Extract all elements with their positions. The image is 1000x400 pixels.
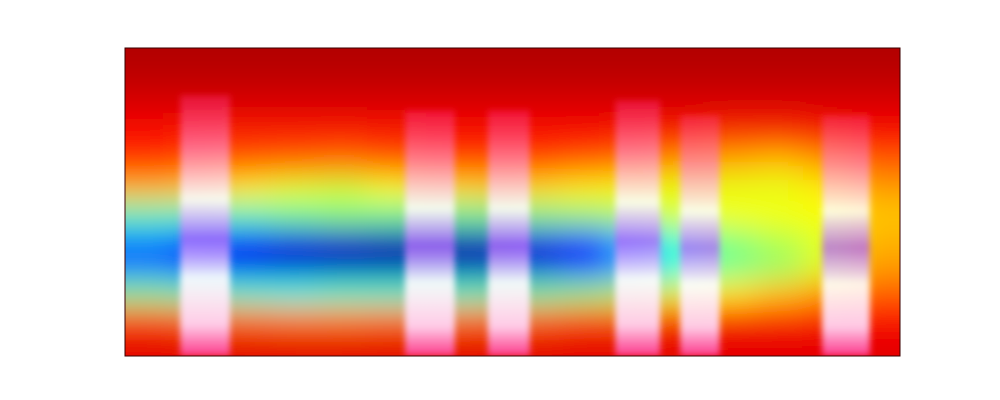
burst [405, 110, 455, 356]
heat-cell [125, 99, 174, 125]
heat-cell [367, 74, 416, 100]
heat-cell [319, 202, 368, 228]
heat-cell [852, 74, 900, 100]
heat-cell [270, 176, 319, 202]
plot-area [125, 48, 900, 356]
heat-cell [125, 330, 174, 356]
heat-cell [270, 151, 319, 177]
heat-cell [561, 253, 610, 279]
heat-cell [561, 151, 610, 177]
heat-cell [561, 99, 610, 125]
heat-cell [852, 48, 900, 74]
heat-cell [658, 48, 707, 74]
heat-cell [270, 253, 319, 279]
heat-cell [561, 202, 610, 228]
heat-cell [319, 151, 368, 177]
heat-cell [270, 202, 319, 228]
heat-cell [609, 48, 658, 74]
heat-cell [464, 48, 513, 74]
burst [822, 115, 870, 356]
heat-cell [561, 228, 610, 254]
heat-cell [125, 48, 174, 74]
heat-cell [125, 151, 174, 177]
heat-cell [173, 48, 222, 74]
heat-cell [513, 74, 562, 100]
heat-cell [416, 74, 465, 100]
burst [615, 100, 660, 356]
heat-cell [755, 202, 804, 228]
heat-cell [270, 125, 319, 151]
heat-cell [561, 74, 610, 100]
heat-cell [513, 48, 562, 74]
heat-cell [125, 202, 174, 228]
heat-cell [706, 48, 755, 74]
heat-cell [319, 125, 368, 151]
heat-cell [755, 330, 804, 356]
heat-cell [270, 228, 319, 254]
heat-cell [319, 305, 368, 331]
heat-cell [319, 48, 368, 74]
heat-cell [706, 74, 755, 100]
heat-cell [125, 74, 174, 100]
heat-cell [319, 253, 368, 279]
heat-cell [319, 176, 368, 202]
heat-cell [464, 74, 513, 100]
heat-cell [803, 74, 852, 100]
chart-root [0, 0, 1000, 400]
background [0, 0, 1000, 400]
heat-cell [125, 305, 174, 331]
heat-cell [803, 48, 852, 74]
burst [488, 110, 530, 356]
heat-cell [755, 48, 804, 74]
heat-cell [755, 176, 804, 202]
heat-cell [222, 48, 271, 74]
heat-cell [270, 48, 319, 74]
heat-cell [125, 253, 174, 279]
heat-cell [319, 74, 368, 100]
heat-cell [319, 228, 368, 254]
heat-cell [270, 305, 319, 331]
plot-frame [125, 48, 900, 356]
heat-cell [270, 279, 319, 305]
heat-cell [270, 74, 319, 100]
heat-cell [755, 253, 804, 279]
heat-cell [561, 330, 610, 356]
heat-cell [319, 99, 368, 125]
heat-cell [755, 125, 804, 151]
heat-cell [755, 151, 804, 177]
heat-cell [125, 228, 174, 254]
heat-cell [755, 74, 804, 100]
heat-cell [125, 176, 174, 202]
heat-cell [609, 74, 658, 100]
chart-svg [0, 0, 1000, 400]
heat-cell [561, 305, 610, 331]
heat-cell [755, 279, 804, 305]
heat-cell [561, 48, 610, 74]
bursts [180, 95, 870, 356]
plot-bg [125, 48, 900, 356]
heat-cell [658, 74, 707, 100]
burst [680, 115, 720, 356]
heat-cell [270, 99, 319, 125]
heat-cell [125, 279, 174, 305]
heat-cell [561, 279, 610, 305]
heat-cell [270, 330, 319, 356]
heat-cell [416, 48, 465, 74]
heat-cell [367, 48, 416, 74]
burst [180, 95, 230, 356]
heat-cell [319, 279, 368, 305]
heat-cell [125, 125, 174, 151]
heat-cell [319, 330, 368, 356]
heat-cell [755, 99, 804, 125]
heat-cell [561, 125, 610, 151]
heat-cell [561, 176, 610, 202]
heatmap [125, 48, 900, 356]
heat-cell [755, 228, 804, 254]
heat-cell [755, 305, 804, 331]
